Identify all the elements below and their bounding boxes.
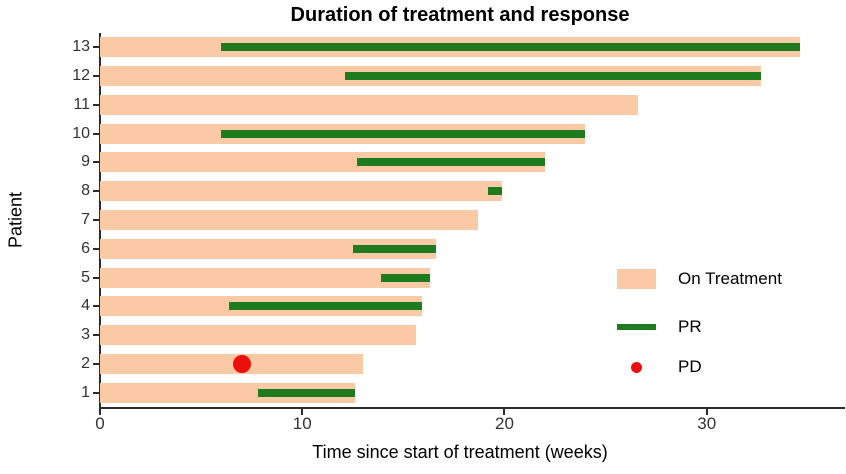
y-tick-label-patient-12: 12	[72, 67, 90, 85]
x-tick-30	[705, 409, 708, 415]
y-axis-title: Patient	[5, 191, 26, 249]
on-treatment-bar-patient-11	[100, 94, 638, 115]
y-tick-patient-6	[93, 247, 99, 250]
legend-item-pd: PD	[617, 357, 702, 377]
x-tick-0	[99, 409, 101, 415]
pr-bar-patient-9	[356, 158, 545, 167]
x-tick-10	[301, 409, 304, 415]
pr-bar-patient-13	[221, 43, 800, 52]
y-tick-label-patient-6: 6	[81, 239, 90, 257]
y-tick-label-patient-10: 10	[72, 124, 90, 142]
y-tick-patient-11	[93, 103, 99, 106]
on-treatment-bar-patient-8	[100, 181, 503, 202]
y-tick-label-patient-4: 4	[81, 297, 90, 315]
y-tick-patient-5	[93, 276, 99, 279]
x-tick-20	[503, 409, 506, 415]
x-tick-label-0: 0	[95, 414, 105, 433]
pr-bar-patient-8	[488, 187, 503, 196]
y-tick-label-patient-5: 5	[81, 268, 90, 286]
pr-bar-patient-6	[352, 244, 436, 253]
pr-bar-patient-10	[221, 129, 586, 138]
on-treatment-swatch-icon	[617, 269, 656, 289]
x-axis-line	[100, 407, 845, 409]
on-treatment-bar-patient-7	[100, 210, 479, 230]
y-tick-label-patient-3: 3	[81, 326, 90, 344]
on-treatment-bar-patient-5	[100, 267, 430, 288]
y-tick-label-patient-9: 9	[81, 153, 90, 171]
y-tick-patient-4	[93, 305, 99, 308]
y-tick-patient-7	[93, 219, 99, 221]
x-tick-label-10: 10	[292, 414, 312, 433]
legend-item-on-treatment: On Treatment	[617, 269, 782, 289]
legend-label-on-treatment: On Treatment	[678, 269, 782, 288]
legend-label-pr: PR	[678, 317, 702, 336]
legend-label-pd: PD	[678, 357, 702, 376]
on-treatment-bar-patient-9	[100, 152, 545, 173]
y-tick-label-patient-1: 1	[81, 383, 90, 401]
y-tick-patient-1	[93, 391, 99, 394]
pr-bar-patient-5	[381, 273, 430, 282]
y-tick-patient-3	[93, 334, 99, 337]
x-tick-label-20: 20	[495, 414, 514, 433]
pr-bar-patient-12	[344, 72, 762, 81]
on-treatment-bar-patient-1	[100, 382, 355, 403]
legend: On Treatment PR PD	[617, 262, 837, 387]
y-tick-label-patient-13: 13	[72, 38, 90, 56]
y-tick-patient-13	[93, 46, 99, 49]
pd-swatch-icon	[617, 361, 656, 373]
chart-title: Duration of treatment and response	[290, 4, 630, 26]
y-tick-patient-10	[93, 132, 99, 135]
y-tick-patient-12	[93, 75, 99, 78]
x-tick-label-30: 30	[697, 414, 717, 433]
y-tick-patient-9	[93, 161, 99, 164]
on-treatment-bar-patient-2	[100, 353, 363, 374]
on-treatment-bar-patient-6	[100, 238, 436, 259]
y-tick-patient-8	[93, 190, 99, 193]
plot-area	[100, 33, 820, 407]
y-tick-label-patient-8: 8	[81, 182, 90, 200]
y-tick-label-patient-11: 11	[73, 95, 90, 113]
pr-bar-patient-1	[257, 388, 355, 397]
on-treatment-bar-patient-3	[100, 325, 416, 346]
pr-swatch-icon	[617, 324, 656, 330]
y-tick-label-patient-2: 2	[81, 354, 90, 372]
pd-dot-patient-2	[232, 354, 251, 373]
y-tick-label-patient-7: 7	[81, 211, 90, 228]
y-tick-patient-2	[93, 362, 99, 365]
x-axis-title: Time since start of treatment (weeks)	[312, 442, 608, 462]
pr-bar-patient-4	[229, 302, 422, 311]
legend-item-pr: PR	[617, 317, 702, 337]
